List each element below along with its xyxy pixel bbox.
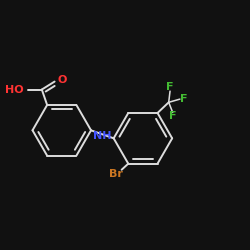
Text: F: F — [166, 82, 174, 92]
Text: O: O — [57, 75, 66, 85]
Text: NH: NH — [93, 132, 112, 141]
Text: HO: HO — [4, 84, 23, 94]
Text: F: F — [169, 111, 176, 121]
Text: F: F — [180, 94, 187, 104]
Text: Br: Br — [109, 169, 123, 179]
